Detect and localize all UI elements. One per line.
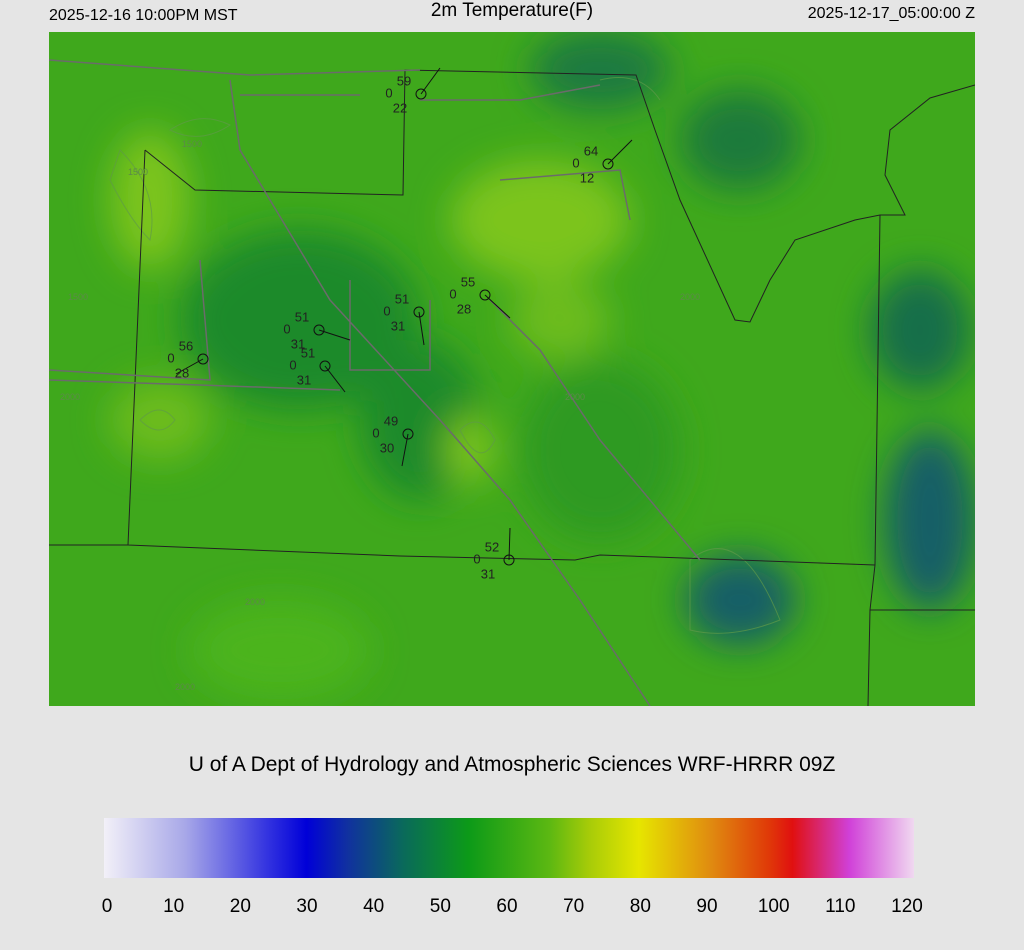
dewpoint: 30 bbox=[380, 440, 394, 455]
station-circle bbox=[402, 428, 414, 440]
station-circle bbox=[313, 324, 325, 336]
station-circle bbox=[319, 360, 331, 372]
colorbar-tick-label: 80 bbox=[630, 896, 651, 917]
cloud-cover: 0 bbox=[283, 321, 290, 336]
cloud-cover: 0 bbox=[473, 551, 480, 566]
dewpoint: 31 bbox=[297, 372, 311, 387]
colorbar-tick-label: 50 bbox=[430, 896, 451, 917]
station-circle bbox=[413, 306, 425, 318]
station-circle bbox=[479, 289, 491, 301]
dewpoint: 28 bbox=[457, 301, 471, 316]
wind-barb bbox=[418, 311, 425, 346]
temperature: 59 bbox=[397, 73, 411, 88]
colorbar bbox=[104, 818, 914, 878]
temperature: 64 bbox=[584, 143, 598, 158]
colorbar-tick-label: 20 bbox=[230, 896, 251, 917]
wind-barb bbox=[607, 139, 633, 165]
forecast-time: 2025-12-17_05:00:00 Z bbox=[808, 5, 975, 22]
cloud-cover: 0 bbox=[383, 303, 390, 318]
roads bbox=[49, 59, 701, 706]
cloud-cover: 0 bbox=[289, 357, 296, 372]
map bbox=[49, 32, 975, 706]
contour-label: 2000 bbox=[60, 392, 80, 402]
dewpoint: 28 bbox=[175, 365, 189, 380]
contour-label: 2000 bbox=[245, 597, 265, 607]
contour-labels: 1500 1500 1500 2000 2000 2000 2000 2000 bbox=[60, 139, 700, 692]
colorbar-tick-label: 90 bbox=[696, 896, 717, 917]
colorbar-ticks: 0 10 20 30 40 50 60 70 80 90 100 110 120 bbox=[102, 896, 923, 917]
wind-barb bbox=[484, 294, 511, 319]
cloud-cover: 0 bbox=[385, 85, 392, 100]
colorbar-tick-label: 10 bbox=[163, 896, 184, 917]
dewpoint: 31 bbox=[481, 566, 495, 581]
colorbar-tick-label: 0 bbox=[102, 896, 113, 917]
cloud-cover: 0 bbox=[449, 286, 456, 301]
valid-time: 2025-12-16 10:00PM MST bbox=[49, 7, 238, 24]
map-title: 2m Temperature(F) bbox=[431, 0, 593, 21]
temperature: 52 bbox=[485, 539, 499, 554]
dewpoint: 31 bbox=[291, 336, 305, 351]
temperature: 51 bbox=[295, 309, 309, 324]
contour-label: 1500 bbox=[182, 139, 202, 149]
colorbar-tick-label: 40 bbox=[363, 896, 384, 917]
station-circle bbox=[602, 158, 614, 170]
contours bbox=[109, 77, 781, 634]
dewpoint: 22 bbox=[393, 100, 407, 115]
temperature: 49 bbox=[384, 413, 398, 428]
colorbar-tick-label: 120 bbox=[891, 896, 923, 917]
colorbar-tick-label: 100 bbox=[758, 896, 790, 917]
contour-label: 2000 bbox=[680, 292, 700, 302]
colorbar-tick-label: 60 bbox=[496, 896, 517, 917]
boundaries bbox=[49, 69, 975, 706]
contour-label: 1500 bbox=[128, 167, 148, 177]
station-circle bbox=[503, 554, 515, 566]
temperature: 56 bbox=[179, 338, 193, 353]
temperature: 51 bbox=[301, 345, 315, 360]
contour-label: 2000 bbox=[175, 682, 195, 692]
colorbar-tick-label: 30 bbox=[296, 896, 317, 917]
station-circle bbox=[415, 88, 427, 100]
dewpoint: 12 bbox=[580, 170, 594, 185]
colorbar-tick-label: 70 bbox=[563, 896, 584, 917]
contour-label: 2000 bbox=[565, 392, 585, 402]
cloud-cover: 0 bbox=[372, 425, 379, 440]
station-plots: 5902264012550285103151031510315602849030… bbox=[167, 67, 633, 581]
dewpoint: 31 bbox=[391, 318, 405, 333]
contour-label: 1500 bbox=[68, 292, 88, 302]
station-circle bbox=[197, 353, 209, 365]
cloud-cover: 0 bbox=[167, 350, 174, 365]
credit: U of A Dept of Hydrology and Atmospheric… bbox=[189, 753, 836, 776]
temperature: 55 bbox=[461, 274, 475, 289]
colorbar-tick-label: 110 bbox=[825, 896, 855, 917]
temperature: 51 bbox=[395, 291, 409, 306]
cloud-cover: 0 bbox=[572, 155, 579, 170]
